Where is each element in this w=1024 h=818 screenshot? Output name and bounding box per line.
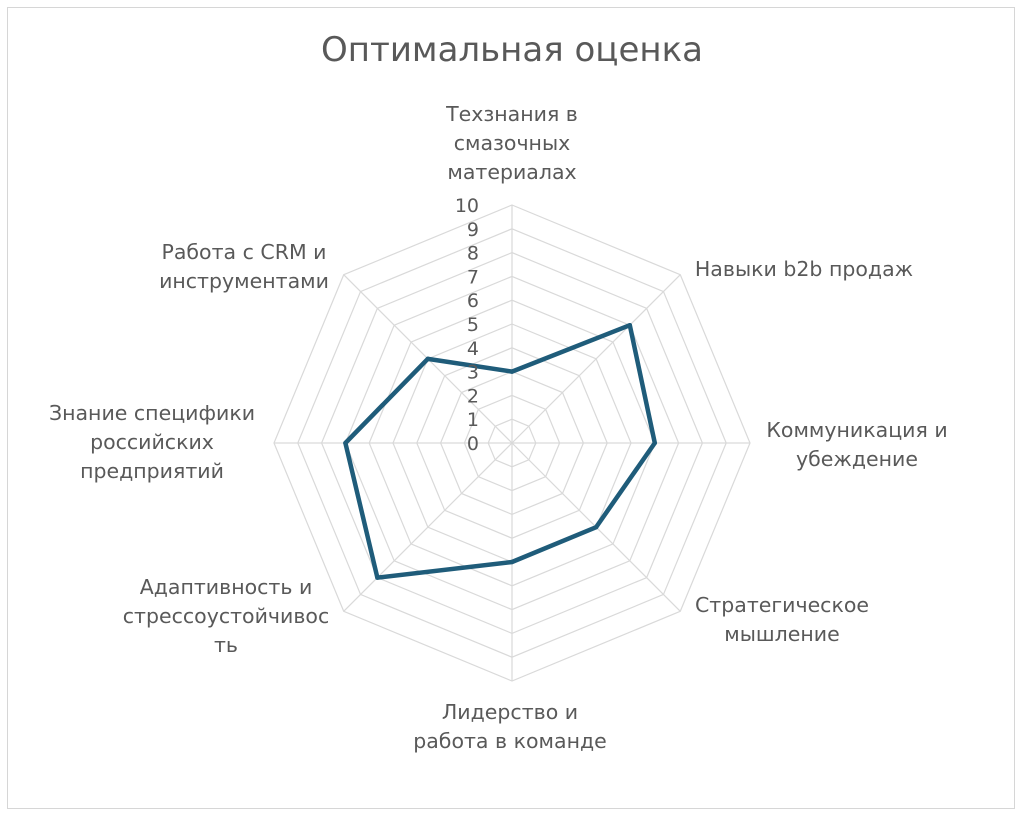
chart-frame xyxy=(7,7,1015,809)
category-label-0: Техзнания в смазочных материалах xyxy=(445,102,578,184)
category-label-0-line-1: смазочных xyxy=(454,131,571,155)
category-label-5-line-0: Адаптивность и xyxy=(140,575,313,599)
category-label-2-line-1: убеждение xyxy=(796,447,918,471)
category-label-5: Адаптивность и стрессоустойчивос ть xyxy=(123,575,329,657)
category-label-6: Знание специфики российских предприятий xyxy=(49,401,255,483)
tick-label-10: 10 xyxy=(455,195,479,217)
category-label-4-line-1: работа в команде xyxy=(413,729,607,753)
category-label-3: Стратегическое мышление xyxy=(695,593,869,646)
category-label-3-line-0: Стратегическое xyxy=(695,593,869,617)
series-layer xyxy=(343,322,658,580)
category-label-1: Навыки b2b продаж xyxy=(695,257,913,281)
data-point-4 xyxy=(509,559,515,565)
tick-label-3: 3 xyxy=(467,362,479,384)
tick-label-2: 2 xyxy=(467,385,479,407)
tick-label-1: 1 xyxy=(467,409,479,431)
data-point-0 xyxy=(509,369,515,374)
category-label-6-line-2: предприятий xyxy=(80,459,224,483)
category-label-3-line-1: мышление xyxy=(724,622,839,646)
category-label-0-line-0: Техзнания в xyxy=(445,102,578,126)
category-label-2: Коммуникация и убеждение xyxy=(766,418,947,471)
tick-label-6: 6 xyxy=(467,290,479,312)
category-label-7-line-0: Работа с CRM и xyxy=(161,240,326,264)
category-label-4-line-0: Лидерство и xyxy=(442,700,578,724)
category-label-6-line-1: российских xyxy=(90,430,214,454)
tick-label-7: 7 xyxy=(467,266,479,288)
category-label-2-line-0: Коммуникация и xyxy=(766,418,947,442)
data-point-2 xyxy=(652,440,657,446)
category-label-6-line-0: Знание специфики xyxy=(49,401,255,425)
category-label-1-line-0: Навыки b2b продаж xyxy=(695,257,913,281)
tick-label-0: 0 xyxy=(467,433,479,455)
spoke-5 xyxy=(343,442,513,612)
tick-label-8: 8 xyxy=(467,243,479,265)
data-point-1 xyxy=(627,322,633,328)
data-point-6 xyxy=(343,440,348,446)
spoke-1 xyxy=(511,274,681,444)
data-point-5 xyxy=(375,575,380,580)
grid-layer xyxy=(273,204,751,682)
tick-label-4: 4 xyxy=(467,338,479,360)
tick-label-5: 5 xyxy=(467,314,479,336)
category-label-7-line-1: инструментами xyxy=(159,269,329,293)
category-label-4: Лидерство и работа в команде xyxy=(413,700,607,753)
category-label-5-line-2: ть xyxy=(214,633,238,657)
data-point-7 xyxy=(425,356,431,362)
category-labels: Техзнания в смазочных материалах Навыки b2b… xyxy=(49,102,948,753)
chart-title: Оптимальная оценка xyxy=(321,30,703,70)
data-point-3 xyxy=(593,524,599,530)
category-label-5-line-1: стрессоустойчивос xyxy=(123,604,329,628)
tick-label-9: 9 xyxy=(467,219,479,241)
category-label-7: Работа с CRM и инструментами xyxy=(159,240,329,293)
category-label-0-line-2: материалах xyxy=(447,160,576,184)
